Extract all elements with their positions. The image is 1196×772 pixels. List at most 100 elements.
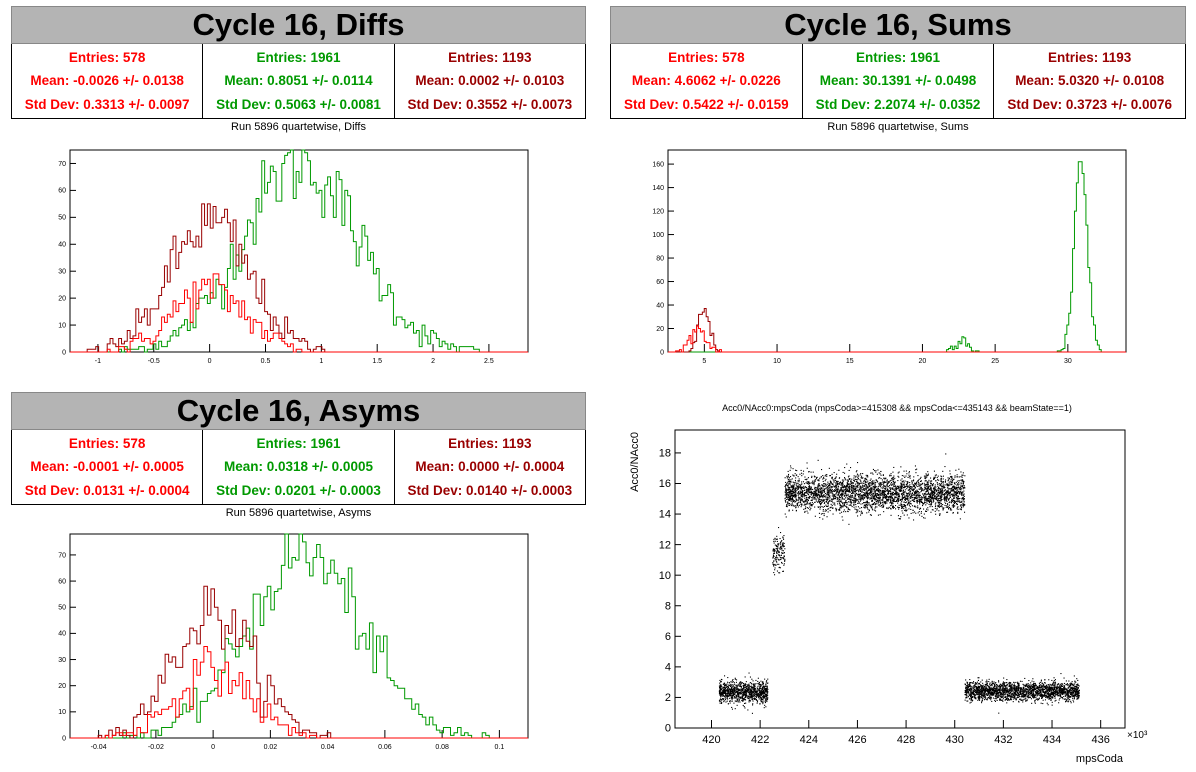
scatter-point	[811, 488, 813, 490]
scatter-point	[899, 518, 901, 520]
scatter-point	[865, 478, 867, 480]
scatter-point	[926, 488, 928, 490]
scatter-point	[723, 685, 725, 687]
scatter-point	[913, 486, 915, 488]
scatter-point	[960, 488, 962, 490]
scatter-point	[909, 493, 911, 495]
scatter-point	[891, 484, 893, 486]
scatter-point	[852, 489, 854, 491]
scatter-point	[792, 504, 794, 506]
scatter-point	[863, 494, 865, 496]
scatter-point	[855, 486, 857, 488]
scatter-point	[956, 492, 958, 494]
scatter-point	[931, 490, 933, 492]
scatter-point	[920, 501, 922, 503]
scatter-point	[800, 495, 802, 497]
scatter-point	[795, 499, 797, 501]
scatter-point	[865, 474, 867, 476]
scatter-point	[727, 691, 729, 693]
scatter-point	[866, 501, 868, 503]
scatter-point	[863, 504, 865, 506]
scatter-point	[784, 477, 786, 479]
stat-std: Std Dev: 0.3313 +/- 0.0097	[24, 96, 190, 112]
scatter-point	[761, 693, 763, 695]
scatter-point	[827, 485, 829, 487]
scatter-point	[952, 489, 954, 491]
scatter-point	[863, 506, 865, 508]
scatter-point	[877, 514, 879, 516]
scatter-point	[908, 493, 910, 495]
scatter-point	[794, 479, 796, 481]
scatter-point	[817, 498, 819, 500]
scatter-point	[842, 493, 844, 495]
scatter-point	[941, 487, 943, 489]
scatter-point	[739, 684, 741, 686]
scatter-point	[846, 503, 848, 505]
scatter-point	[935, 490, 937, 492]
scatter-point	[802, 487, 804, 489]
scatter-point	[799, 492, 801, 494]
scatter-point	[981, 693, 983, 695]
scatter-point	[950, 479, 952, 481]
scatter-point	[760, 697, 762, 699]
scatter-point	[890, 490, 892, 492]
scatter-point	[821, 484, 823, 486]
scatter-point	[780, 541, 782, 543]
scatter-point	[811, 503, 813, 505]
scatter-point	[868, 489, 870, 491]
scatter-point	[873, 498, 875, 500]
scatter-point	[735, 696, 737, 698]
scatter-point	[966, 682, 968, 684]
scatter-point	[785, 486, 787, 488]
y-tick-label: 0	[62, 735, 66, 742]
scatter-point	[914, 494, 916, 496]
scatter-point	[874, 491, 876, 493]
scatter-point	[788, 479, 790, 481]
scatter-point	[826, 474, 828, 476]
scatter-point	[821, 469, 823, 471]
scatter-point	[801, 483, 803, 485]
scatter-point	[909, 477, 911, 479]
scatter-point	[792, 509, 794, 511]
scatter-point	[903, 501, 905, 503]
scatter-point	[860, 486, 862, 488]
scatter-point	[745, 681, 747, 683]
scatter-point	[805, 495, 807, 497]
scatter-point	[811, 476, 813, 478]
scatter-point	[895, 487, 897, 489]
scatter-point	[934, 476, 936, 478]
scatter-point	[921, 488, 923, 490]
scatter-point	[882, 490, 884, 492]
scatter-point	[829, 510, 831, 512]
scatter-point	[807, 481, 809, 483]
scatter-point	[827, 490, 829, 492]
scatter-point	[721, 698, 723, 700]
scatter-point	[890, 491, 892, 493]
scatter-point	[926, 475, 928, 477]
scatter-point	[743, 692, 745, 694]
scatter-point	[867, 487, 869, 489]
scatter-point	[809, 487, 811, 489]
scatter-point	[894, 500, 896, 502]
scatter-point	[779, 559, 781, 561]
scatter-point	[752, 686, 754, 688]
scatter-point	[812, 492, 814, 494]
scatter-point	[801, 492, 803, 494]
scatter-point	[735, 685, 737, 687]
scatter-point	[853, 475, 855, 477]
scatter-point	[934, 507, 936, 509]
scatter-point	[772, 556, 774, 558]
scatter-point	[795, 492, 797, 494]
scatter-point	[870, 493, 872, 495]
scatter-point	[725, 694, 727, 696]
scatter-point	[795, 487, 797, 489]
scatter-point	[740, 681, 742, 683]
scatter-point	[735, 701, 737, 703]
scatter-point	[898, 497, 900, 499]
scatter-point	[869, 498, 871, 500]
scatter-point	[1008, 688, 1010, 690]
scatter-point	[844, 490, 846, 492]
scatter-point	[801, 495, 803, 497]
scatter-point	[913, 497, 915, 499]
scatter-point	[779, 547, 781, 549]
